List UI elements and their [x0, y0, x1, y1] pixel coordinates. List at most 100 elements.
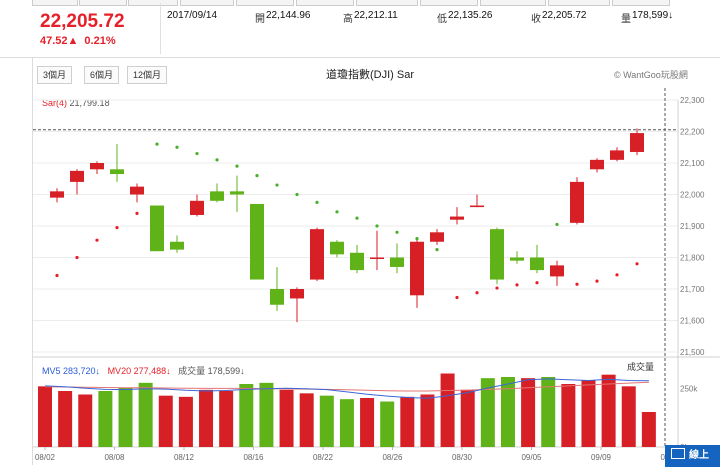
candle-body — [630, 133, 644, 152]
price-tick-label: 21,600 — [680, 317, 705, 326]
quote-bar: 22,205.72 47.52▲ 0.21% 2017/09/14 開 22,14… — [0, 0, 720, 58]
sar-name: Sar(4) — [42, 98, 68, 108]
volume-tick-label: 250k — [680, 385, 698, 394]
candle-body — [230, 191, 244, 195]
mv5-line — [44, 378, 649, 399]
volume-bar — [339, 399, 354, 447]
sar-dot — [435, 248, 439, 252]
open-value: 22,144.96 — [266, 10, 311, 21]
volume-bar — [601, 374, 616, 447]
price-tick-label: 22,100 — [680, 159, 705, 168]
candle-body — [550, 265, 564, 277]
online-service-button[interactable]: 線上 — [665, 445, 720, 467]
candle-body — [490, 229, 504, 280]
volume-bar — [440, 373, 455, 447]
mv20-line — [44, 381, 649, 392]
volume-bar — [78, 394, 93, 447]
volume-bar — [138, 382, 153, 447]
volume-bar — [239, 384, 254, 447]
candle-body — [130, 186, 144, 195]
candle-body — [150, 205, 164, 252]
mv20-label: MV20 277,488↓ — [107, 366, 171, 376]
sar-dot — [575, 282, 579, 286]
sar-dot — [115, 225, 119, 230]
volume-bar — [521, 378, 536, 447]
candle-body — [70, 170, 84, 182]
high-label: 高 — [343, 14, 353, 25]
price-change: 47.52▲ 0.21% — [40, 35, 158, 47]
volume-bar — [219, 391, 234, 447]
volume-axis-title: 成交量 — [627, 362, 655, 372]
candle-body — [390, 257, 404, 267]
volume-legend-label: 成交量 178,599↓ — [178, 366, 245, 376]
sar-dot — [635, 262, 639, 266]
close-value: 22,205.72 — [542, 10, 587, 21]
sar-dot — [355, 216, 359, 220]
sar-dot — [175, 145, 179, 149]
mv5-label: MV5 283,720↓ — [42, 366, 101, 376]
chart-frame — [32, 58, 720, 465]
volume-value: 178,599↓ — [632, 10, 674, 21]
volume-bar — [561, 384, 576, 447]
x-tick-label: 08/22 — [313, 453, 334, 462]
divider — [160, 3, 161, 54]
change-value: 47.52▲ — [40, 35, 79, 47]
volume-bar — [259, 382, 274, 447]
candle-body — [210, 191, 224, 201]
low-value: 22,135.26 — [448, 10, 493, 21]
chart-title: 道瓊指數(DJI) Sar — [326, 69, 414, 81]
volume-bar — [641, 412, 656, 447]
volume-bar — [460, 389, 475, 447]
range-3m-button[interactable]: 3個月 — [37, 66, 73, 84]
candle-body — [290, 289, 304, 299]
candle-body — [250, 203, 264, 280]
x-tick-label: 08/26 — [382, 453, 403, 462]
sar-dot — [275, 183, 279, 187]
range-6m-button[interactable]: 6個月 — [84, 66, 120, 84]
candle-body — [570, 181, 584, 223]
x-tick-label: 09/05 — [521, 453, 542, 462]
quote-date: 2017/09/14 — [167, 10, 218, 21]
volume-bar — [58, 391, 73, 447]
volume-bar — [400, 396, 415, 447]
volume-bar — [178, 396, 193, 447]
sar-dot — [135, 211, 139, 215]
sar-dot — [535, 281, 539, 285]
volume-bar — [581, 380, 596, 447]
range-12m-button[interactable]: 12個月 — [127, 66, 168, 84]
volume-bar — [279, 389, 294, 447]
price-tick-label: 21,900 — [680, 222, 705, 231]
candle-body — [350, 252, 364, 271]
candle-body — [270, 289, 284, 305]
candle-body — [330, 241, 344, 255]
candle-body — [510, 257, 524, 261]
mv-legend: MV5 283,720↓ MV20 277,488↓ 成交量 178,599↓ — [42, 364, 245, 377]
sar-dot — [255, 174, 259, 178]
candle-body — [410, 241, 424, 296]
sar-dot — [515, 283, 519, 287]
x-tick-label: 08/02 — [35, 453, 56, 462]
candle-body — [450, 216, 464, 220]
price-box: 22,205.72 47.52▲ 0.21% — [40, 10, 158, 54]
candle-body — [110, 169, 124, 175]
price-tick-label: 22,200 — [680, 128, 705, 137]
candle-body — [370, 257, 384, 259]
volume-bar — [38, 386, 52, 447]
price-tick-label: 21,500 — [680, 348, 705, 357]
low-label: 低 — [437, 14, 447, 25]
candle-body — [610, 150, 624, 160]
sar-dot — [215, 158, 219, 162]
candle-body — [170, 241, 184, 250]
last-price: 22,205.72 — [40, 11, 125, 32]
x-tick-label: 08/08 — [104, 453, 125, 462]
sar-dot — [475, 291, 479, 295]
sar-dot — [235, 164, 239, 168]
candle-body — [90, 163, 104, 170]
sar-legend: Sar(4) 21,799.18 — [42, 98, 110, 108]
price-tick-label: 22,000 — [680, 191, 705, 200]
price-tick-label: 21,700 — [680, 285, 705, 294]
volume-bar — [299, 393, 314, 447]
high-value: 22,212.11 — [354, 10, 398, 21]
open-label: 開 — [255, 14, 265, 25]
volume-bar — [420, 394, 435, 447]
